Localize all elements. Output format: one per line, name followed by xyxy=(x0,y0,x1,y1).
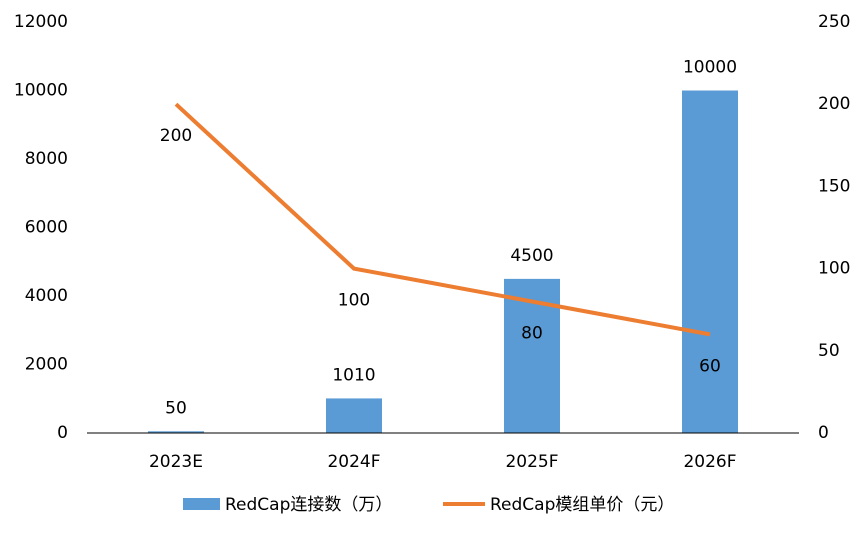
bar xyxy=(682,90,738,433)
y-tick-label: 2000 xyxy=(25,355,68,375)
line-value-label: 200 xyxy=(160,126,192,146)
y-tick-label: 8000 xyxy=(25,149,68,169)
line-value-label: 80 xyxy=(521,323,543,343)
y2-tick-label: 100 xyxy=(818,259,850,279)
y2-tick-label: 150 xyxy=(818,176,850,196)
line-value-label: 60 xyxy=(699,356,721,376)
y-tick-label: 6000 xyxy=(25,218,68,238)
bar-value-label: 10000 xyxy=(683,58,737,78)
y-tick-label: 10000 xyxy=(14,81,68,101)
y2-tick-label: 200 xyxy=(818,94,850,114)
bar-value-label: 50 xyxy=(165,398,187,418)
y-tick-label: 12000 xyxy=(14,12,68,32)
x-tick-label: 2024F xyxy=(327,452,380,472)
bar-value-label: 1010 xyxy=(332,365,375,385)
y2-tick-label: 250 xyxy=(818,12,850,32)
bar-value-label: 4500 xyxy=(510,246,553,266)
x-tick-label: 2026F xyxy=(683,452,736,472)
legend-label: RedCap模组单价（元） xyxy=(490,495,674,515)
legend-swatch xyxy=(183,498,220,510)
y2-tick-label: 50 xyxy=(818,341,840,361)
x-tick-label: 2023E xyxy=(149,452,203,472)
line xyxy=(174,102,711,337)
bar xyxy=(326,398,382,433)
y-tick-label: 4000 xyxy=(25,286,68,306)
line-value-label: 100 xyxy=(338,291,370,311)
y2-tick-label: 0 xyxy=(818,423,829,443)
bar xyxy=(148,431,204,433)
x-tick-label: 2025F xyxy=(505,452,558,472)
legend-label: RedCap连接数（万） xyxy=(225,495,392,515)
y-tick-label: 0 xyxy=(57,423,68,443)
